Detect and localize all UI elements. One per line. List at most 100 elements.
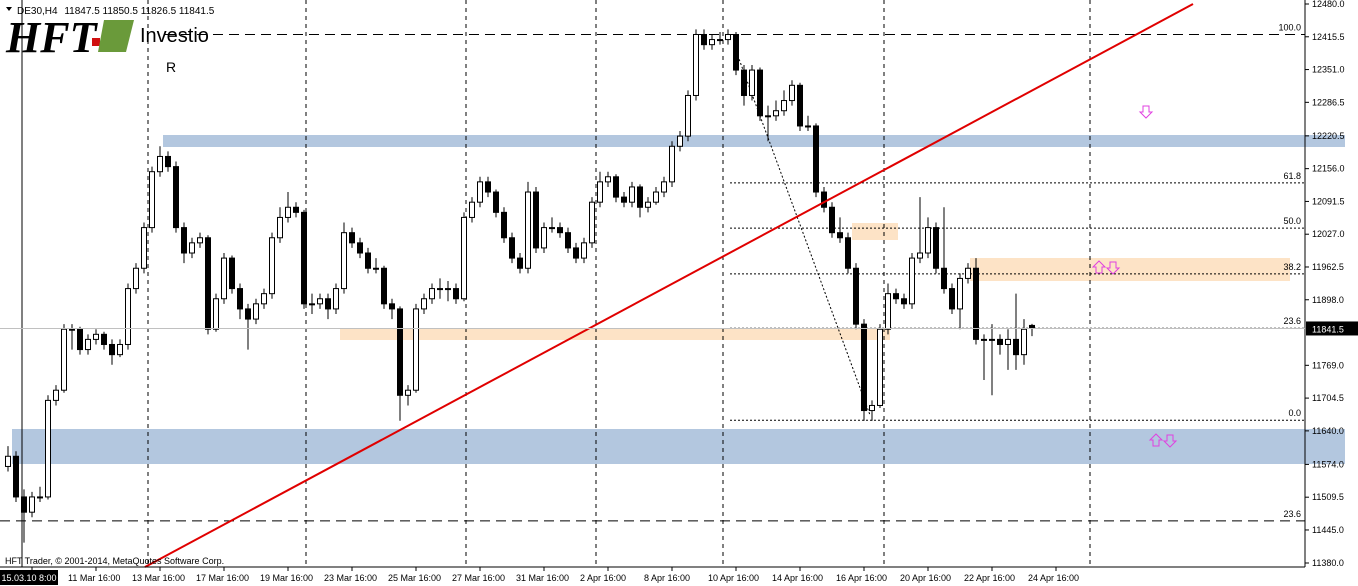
candle-down [853, 267, 859, 325]
candle-up [421, 298, 427, 310]
price-label: 11841.5 [1312, 324, 1344, 334]
candle-down [573, 247, 579, 259]
candle-up [461, 216, 467, 300]
fib-label: 23.6 [1283, 509, 1301, 519]
candle-up [93, 333, 99, 340]
y-tick-label: 12156.0 [1312, 164, 1345, 174]
candle-down [861, 323, 867, 412]
candle-down [181, 227, 187, 254]
candle-down [453, 288, 459, 300]
candle-up [885, 293, 891, 330]
logo: HFT Investio R [5, 13, 209, 75]
candle-up [869, 404, 875, 412]
candle-up [149, 171, 155, 229]
candle-up [61, 328, 67, 391]
candle-down [205, 237, 211, 330]
candle-up [709, 39, 715, 46]
candle-up [269, 237, 275, 295]
x-tick-label: 11 Mar 16:00 [68, 573, 120, 583]
x-tick-label: 22 Apr 16:00 [964, 573, 1015, 583]
x-tick-label: 10 Apr 16:00 [708, 573, 759, 583]
candles [5, 29, 1035, 543]
candle-up [1005, 338, 1011, 345]
resistance-zone [852, 223, 898, 240]
header: DE30,H4 11847.5 11850.5 11826.5 11841.5 [6, 6, 215, 17]
candle-down [613, 176, 619, 198]
zones [12, 135, 1345, 464]
candle-down [101, 333, 107, 345]
candle-up [197, 237, 203, 244]
candle-up [749, 69, 755, 96]
candle-up [117, 343, 123, 356]
candle-down [637, 186, 643, 208]
candle-up [221, 257, 227, 300]
candle-up [725, 33, 731, 41]
candle-up [677, 135, 683, 147]
candle-down [13, 455, 19, 498]
candle-down [325, 298, 331, 310]
candle-up [261, 293, 267, 305]
candle-down [165, 155, 171, 168]
x-tick-label: 14 Apr 16:00 [772, 573, 823, 583]
x-tick-label: 27 Mar 16:00 [452, 573, 505, 583]
candle-up [581, 242, 587, 259]
y-tick-label: 11769.0 [1312, 360, 1344, 370]
candle-down [357, 242, 363, 254]
y-tick-label: 12351.0 [1312, 65, 1345, 75]
candle-down [21, 496, 27, 513]
logo-dot [92, 38, 100, 46]
candle-up [213, 298, 219, 330]
candle-up [925, 227, 931, 254]
candle-down [381, 267, 387, 305]
candle-down [813, 125, 819, 193]
y-tick-label: 11509.5 [1312, 492, 1344, 502]
price-box [1306, 321, 1358, 336]
candle-up [253, 303, 259, 320]
candle-up [909, 257, 915, 305]
fib-label: 50.0 [1283, 216, 1301, 226]
candle-up [309, 303, 315, 306]
logo-icon [98, 20, 134, 52]
x-tick-label: 31 Mar 16:00 [516, 573, 569, 583]
candle-up [597, 181, 603, 203]
candle-up [805, 125, 811, 128]
logo-mark: R [166, 59, 176, 75]
logo-brand: HFT [5, 13, 99, 62]
candle-down [893, 293, 899, 300]
symbol: DE30,H4 [17, 6, 58, 17]
candle-up [125, 288, 131, 345]
support-zone [12, 429, 1345, 464]
y-tick-label: 11962.5 [1312, 262, 1344, 272]
x-tick-label: 19 Mar 16:00 [260, 573, 313, 583]
fib-label: 23.6 [1283, 316, 1301, 326]
candle-up [693, 33, 699, 96]
logo-name: Investio [140, 25, 209, 47]
candle-up [405, 389, 411, 396]
candle-down [397, 308, 403, 396]
candle-up [765, 115, 771, 118]
candle-up [549, 227, 555, 230]
candle-up [373, 267, 379, 270]
candle-up [917, 252, 923, 259]
candle-down [901, 298, 907, 305]
candle-down [757, 69, 763, 117]
candle-up [653, 191, 659, 203]
candle-down [365, 252, 371, 269]
candle-up [341, 232, 347, 290]
resistance-zone [340, 328, 890, 340]
candle-down [485, 181, 491, 193]
y-tick-label: 11898.0 [1312, 295, 1344, 305]
candle-up [29, 496, 35, 513]
candle-up [469, 201, 475, 218]
candle-up [525, 191, 531, 269]
candle-up [85, 338, 91, 351]
y-tick-label: 12027.0 [1312, 229, 1345, 239]
candle-down [741, 69, 747, 96]
candle-down [493, 191, 499, 213]
y-tick-label: 12415.5 [1312, 32, 1345, 42]
candle-down [349, 232, 355, 244]
candle-down [1013, 338, 1019, 356]
header-text: DE30,H4 11847.5 11850.5 11826.5 11841.5 [17, 6, 215, 17]
